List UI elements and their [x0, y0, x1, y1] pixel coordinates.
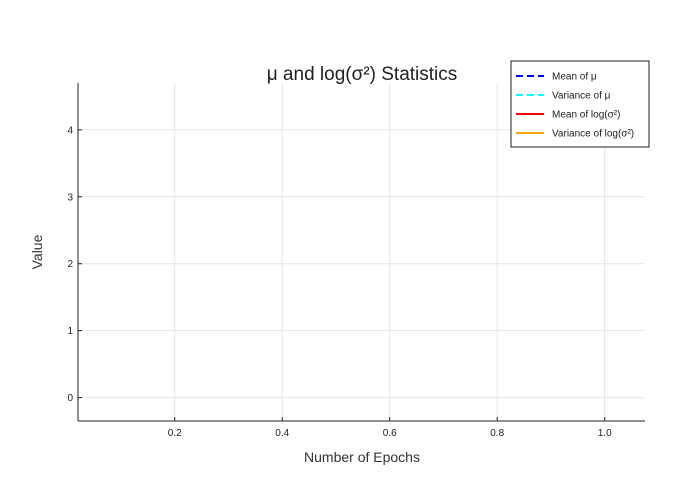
y-tick-label: 0: [67, 393, 73, 404]
x-tick-label: 1.0: [598, 428, 612, 439]
y-tick-label: 2: [67, 259, 73, 270]
x-axis-label: Number of Epochs: [304, 449, 420, 465]
legend-label: Variance of μ: [552, 91, 611, 102]
x-tick-label: 0.2: [168, 428, 182, 439]
legend-label: Mean of log(σ²): [552, 110, 620, 121]
chart-title: μ and log(σ²) Statistics: [267, 64, 458, 85]
legend: Mean of μ Variance of μ Mean of log(σ²) Var…: [510, 60, 650, 148]
x-tick-label: 0.4: [275, 428, 289, 439]
axes: [77, 83, 645, 422]
y-tick-label: 3: [67, 192, 73, 203]
y-axis-label: Value: [29, 234, 45, 269]
y-tick-label: 4: [67, 125, 73, 136]
y-ticks: 0 1 2 3 4: [67, 125, 82, 404]
legend-label: Variance of log(σ²): [552, 129, 634, 140]
x-ticks: 0.2 0.4 0.6 0.8 1.0: [168, 417, 612, 439]
x-tick-label: 0.8: [490, 428, 504, 439]
legend-label: Mean of μ: [552, 72, 597, 83]
x-tick-label: 0.6: [383, 428, 397, 439]
y-tick-label: 1: [67, 326, 73, 337]
